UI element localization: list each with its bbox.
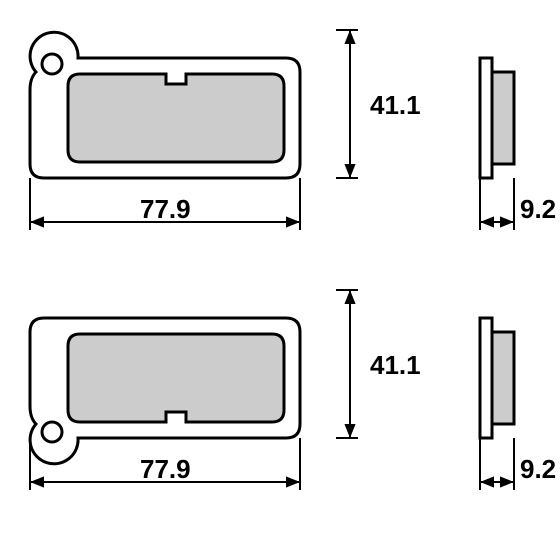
label-bot-thick: 9.2 — [520, 454, 556, 485]
diagram-canvas: 41.1 77.9 9.2 41.1 77.9 9.2 — [0, 0, 560, 542]
label-bot-width: 77.9 — [140, 454, 191, 485]
label-top-height: 41.1 — [370, 90, 421, 121]
label-top-thick: 9.2 — [520, 194, 556, 225]
label-top-width: 77.9 — [140, 194, 191, 225]
label-bot-height: 41.1 — [370, 350, 421, 381]
diagram-svg — [0, 0, 560, 542]
